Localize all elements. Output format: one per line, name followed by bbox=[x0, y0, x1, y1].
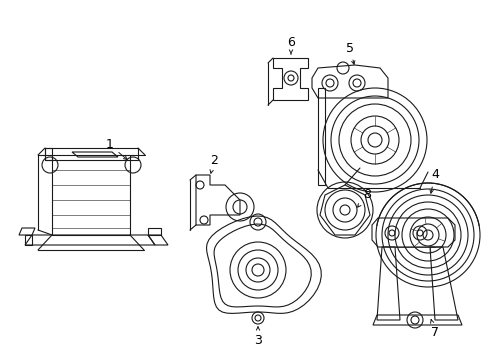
Text: 3: 3 bbox=[254, 327, 262, 346]
Text: 4: 4 bbox=[429, 168, 438, 193]
Text: 7: 7 bbox=[429, 320, 438, 338]
Text: 1: 1 bbox=[106, 139, 127, 159]
Text: 2: 2 bbox=[210, 153, 218, 173]
Text: 5: 5 bbox=[346, 41, 354, 64]
Text: 6: 6 bbox=[286, 36, 294, 54]
Text: 8: 8 bbox=[357, 189, 370, 207]
